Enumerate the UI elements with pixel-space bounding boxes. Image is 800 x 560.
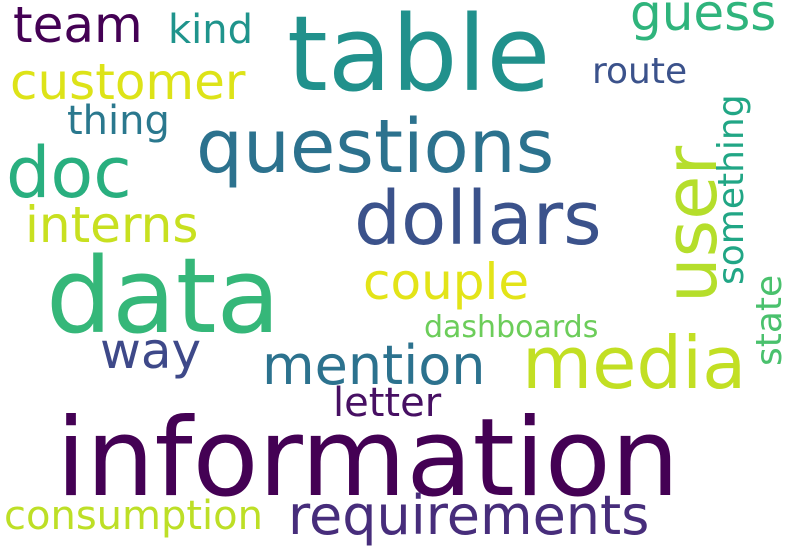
- word-questions: questions: [196, 104, 555, 190]
- word-consumption: consumption: [4, 493, 263, 539]
- word-team: team: [13, 0, 143, 54]
- word-mention: mention: [262, 334, 486, 397]
- word-way: way: [100, 322, 202, 380]
- word-letter: letter: [333, 380, 442, 426]
- word-doc: doc: [6, 132, 132, 214]
- word-requirements: requirements: [288, 484, 650, 547]
- word-data: data: [46, 235, 281, 357]
- word-dollars: dollars: [354, 176, 602, 262]
- word-route: route: [592, 51, 688, 92]
- word-state: state: [749, 274, 790, 366]
- word-guess: guess: [630, 0, 777, 42]
- word-dashboards: dashboards: [424, 310, 599, 345]
- word-customer: customer: [10, 53, 246, 111]
- word-table: table: [287, 0, 551, 115]
- word-couple: couple: [363, 253, 530, 311]
- word-media: media: [522, 321, 747, 405]
- word-information: information: [56, 396, 680, 521]
- word-thing: thing: [67, 98, 170, 144]
- word-interns: interns: [25, 196, 199, 254]
- word-kind: kind: [168, 7, 254, 53]
- word-something: something: [711, 94, 752, 285]
